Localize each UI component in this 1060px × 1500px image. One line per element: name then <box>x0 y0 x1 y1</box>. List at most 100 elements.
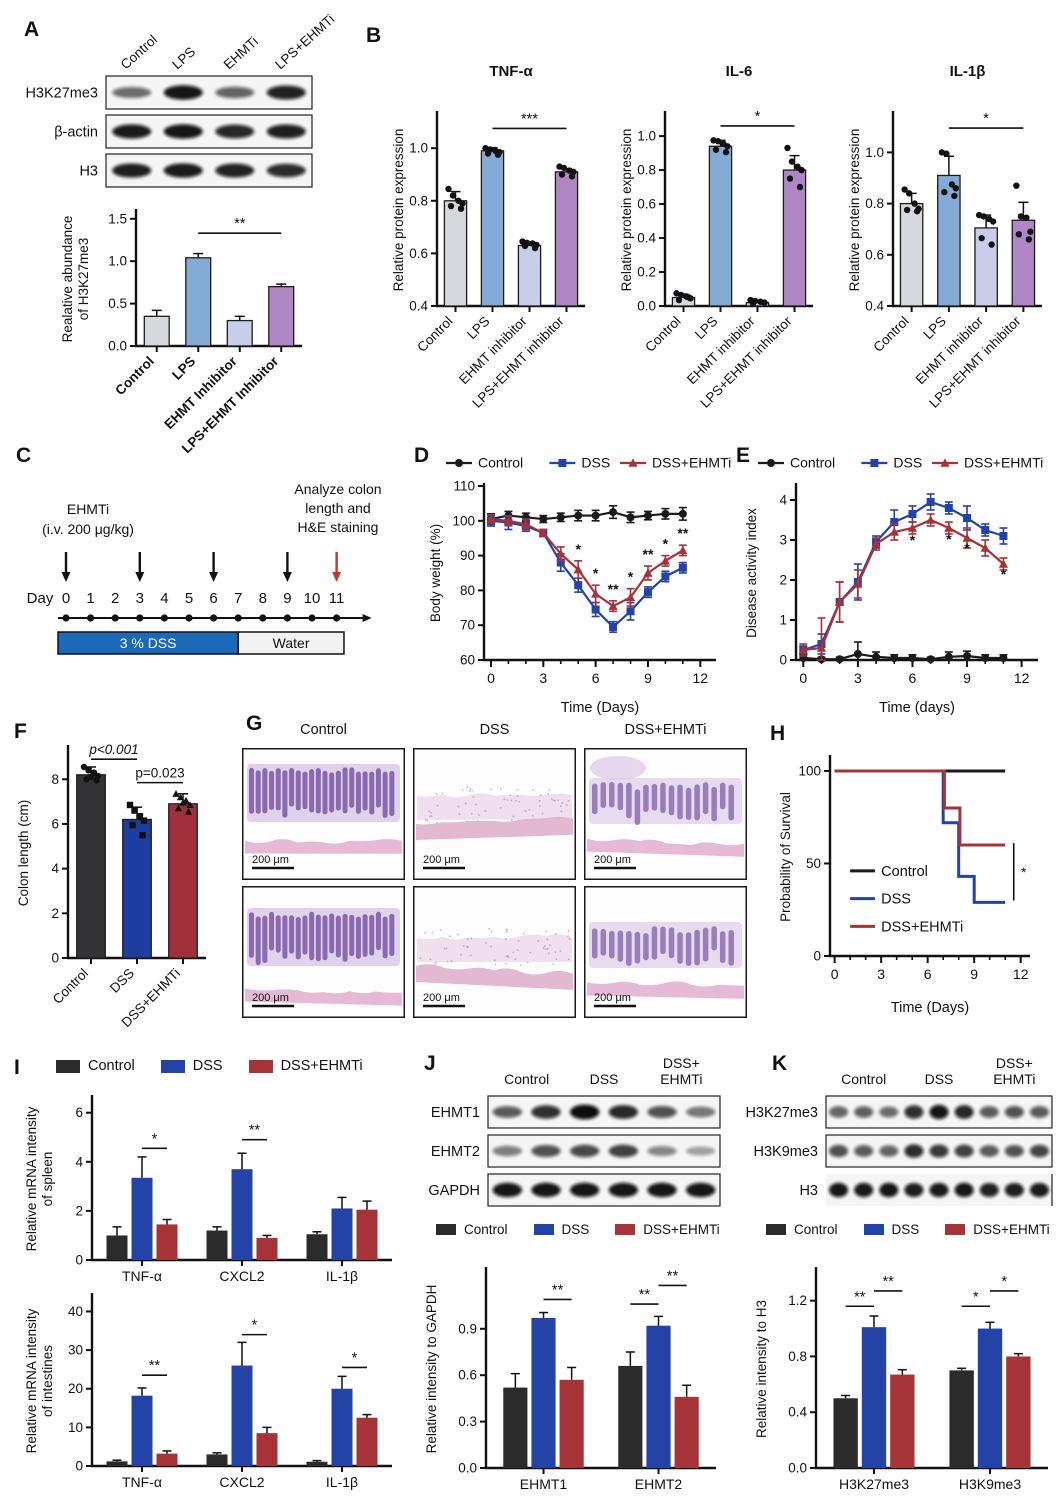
cell-dot <box>514 799 517 802</box>
crypt <box>728 930 734 966</box>
marker-triangle <box>186 801 194 809</box>
blot-box <box>487 1095 721 1129</box>
panel-d-bodyweight-chart: 60 70 80 90 100 110 Body weight (%) Control DSS D… <box>420 450 732 720</box>
x-tick-label: LPS <box>920 314 949 343</box>
panel-j-legend: Control DSS DSS+EHMTi <box>436 1222 746 1237</box>
crypt <box>694 784 700 821</box>
survival-curve <box>834 769 1006 904</box>
y-tick-label: 20 <box>68 1381 83 1396</box>
crypt <box>275 768 281 811</box>
bar <box>974 227 998 307</box>
mucosa-mass <box>417 934 572 962</box>
panel-label-a: A <box>24 18 40 41</box>
day-number: 4 <box>160 590 168 607</box>
cell-dot <box>541 812 544 815</box>
scalebar-label: 200 μm <box>594 992 631 1004</box>
marker-triangle <box>660 556 671 565</box>
marker-circle <box>1027 228 1034 235</box>
injection-label: EHMTi <box>67 501 109 517</box>
crypt <box>369 914 375 956</box>
y-tick-label: 80 <box>460 583 475 598</box>
crypt <box>677 784 683 820</box>
legend-label: Control <box>464 1222 508 1237</box>
bar <box>480 150 505 307</box>
y-tick-label: 0.2 <box>637 265 656 280</box>
crypt <box>592 928 598 959</box>
cell-dot <box>516 788 519 791</box>
blot-band <box>492 1106 523 1118</box>
bar <box>977 1328 1003 1468</box>
marker-square <box>129 821 136 829</box>
x-tick-label: 3 <box>539 670 547 686</box>
crypt <box>249 767 254 814</box>
cell-dot <box>435 793 438 795</box>
marker-circle <box>749 300 757 307</box>
y-tick-label: 6 <box>51 816 59 831</box>
blot-band <box>904 1105 924 1119</box>
day-number: 11 <box>329 590 345 607</box>
bar <box>531 1317 556 1468</box>
marker-triangle <box>998 559 1009 568</box>
x-tick-label: 9 <box>963 670 971 686</box>
legend-label: DSS+EHMTi <box>964 455 1043 471</box>
cell-dot <box>504 938 507 940</box>
sig-label: ** <box>883 1274 895 1290</box>
crypt <box>643 784 649 812</box>
sig-label: * <box>1001 1274 1007 1290</box>
arrow-head <box>282 572 292 582</box>
x-tick-label: EHMT Inhibitor <box>161 353 240 432</box>
histology-image: 200 μm <box>242 748 405 880</box>
marker-circle <box>449 192 457 199</box>
blot-band <box>879 1145 899 1157</box>
cell-dot <box>488 927 491 930</box>
bar <box>231 1169 253 1260</box>
crypt <box>282 770 288 818</box>
cell-dot <box>424 819 427 821</box>
legend-label: DSS <box>561 1222 590 1237</box>
y-axis-title: of intestines <box>40 1345 55 1417</box>
x-tick-label: IL-1β <box>326 1474 358 1490</box>
sig-label: * <box>1021 864 1027 880</box>
marker-square <box>139 831 146 839</box>
legend-swatch <box>766 1224 786 1235</box>
legend-label: DSS+EHMTi <box>881 919 963 935</box>
legend-label: DSS+EHMTi <box>973 1222 1050 1237</box>
x-tick-label: DSS <box>107 966 137 996</box>
marker-circle <box>87 773 95 781</box>
marker-circle <box>980 213 987 220</box>
series-line <box>802 500 1004 652</box>
legend-label: DSS+EHMTi <box>643 1222 720 1237</box>
blot-band <box>215 86 255 99</box>
cell-dot <box>561 802 564 804</box>
histology-column-title: Control <box>300 722 347 738</box>
panel-b-chart-tnfa: 0.4 0.6 0.8 1.0 Relative protein expression T… <box>383 58 601 440</box>
crypt <box>295 916 301 960</box>
blot-band <box>979 1145 999 1157</box>
x-tick-label: Control <box>642 314 683 355</box>
blot-row-label: EHMT2 <box>431 1144 480 1160</box>
histology-image: 200 μm <box>413 748 576 880</box>
crypt <box>651 926 658 960</box>
bar <box>708 145 733 307</box>
marker-circle <box>978 234 985 242</box>
blot-band <box>1029 1182 1049 1198</box>
blot-K-svg: Control DSS DSS+EHMTi H3K27me3 H3K9me3 H3 <box>745 1055 1053 1206</box>
bar <box>559 1379 584 1468</box>
blot-band <box>1004 1105 1024 1119</box>
y-tick-label: 110 <box>453 479 475 494</box>
cell-dot <box>555 958 558 961</box>
blot-band <box>531 1105 561 1119</box>
crypt <box>375 768 381 808</box>
lane-group-label: Control <box>504 1071 549 1087</box>
cell-dot <box>516 795 519 797</box>
y-tick-label: 4 <box>75 1154 83 1169</box>
cell-dot <box>557 799 560 802</box>
y-tick-label: 1.0 <box>637 129 656 144</box>
cell-dot <box>469 788 472 790</box>
blot-band <box>854 1182 874 1198</box>
crypt <box>634 789 641 825</box>
cell-dot <box>544 948 547 951</box>
blot-row-label: GAPDH <box>428 1183 480 1199</box>
